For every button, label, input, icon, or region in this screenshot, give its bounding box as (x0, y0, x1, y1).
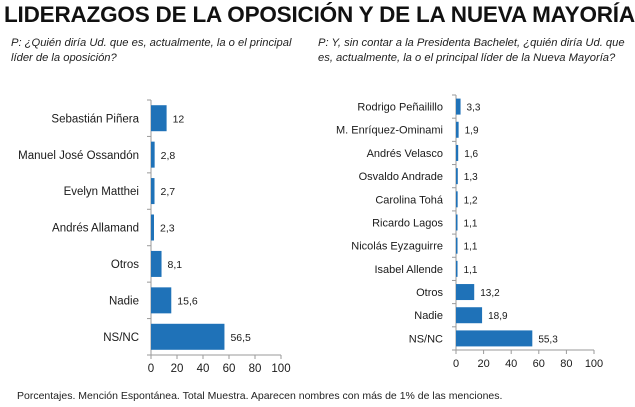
right-chart-question: P: Y, sin contar a la Presidenta Bachele… (318, 37, 625, 64)
left-category-label: Sebastián Piñera (51, 113, 139, 125)
right-category-label: Ricardo Lagos (372, 217, 443, 229)
left-value-label: 56,5 (230, 332, 251, 344)
right-bar-otros (456, 284, 475, 301)
right-category-label: Carolina Tohá (375, 194, 444, 206)
left-x-tick-label: 80 (249, 363, 262, 375)
right-x-tick-label: 100 (585, 358, 603, 370)
right-category-label: NS/NC (409, 333, 443, 345)
right-category-label: Rodrigo Peñailillo (357, 102, 443, 114)
left-value-label: 15,6 (177, 295, 198, 307)
right-value-label: 3,3 (467, 103, 481, 114)
right-value-label: 18,9 (488, 311, 508, 322)
right-category-label: Nicolás Eyzaguirre (351, 241, 443, 253)
right-category-label: Andrés Velasco (367, 148, 443, 160)
right-category-label: Otros (416, 287, 443, 299)
page-title: LIDERAZGOS DE LA OPOSICIÓN Y DE LA NUEVA… (4, 2, 635, 27)
right-x-tick-label: 40 (505, 358, 517, 370)
right-category-label: Isabel Allende (375, 264, 444, 276)
right-value-label: 55,3 (538, 334, 558, 345)
right-bar-osvaldo-andrade (456, 168, 458, 185)
left-value-label: 12 (173, 113, 185, 125)
right-value-label: 1,9 (465, 126, 479, 137)
right-bar-isabel-allende (456, 260, 458, 277)
right-x-tick-label: 60 (533, 358, 545, 370)
right-value-label: 13,2 (480, 288, 500, 299)
left-x-tick-label: 60 (223, 363, 236, 375)
left-category-label: Andrés Allamand (52, 223, 139, 235)
right-bar-nadie (456, 307, 483, 324)
right-bar-rodrigo-penailillo (456, 98, 461, 115)
left-chart-question: P: ¿Quién diría Ud. que es, actualmente,… (11, 37, 292, 64)
right-value-label: 1,6 (464, 149, 478, 160)
right-value-label: 1,2 (464, 195, 478, 206)
left-value-label: 2,7 (161, 186, 176, 198)
left-category-label: Evelyn Matthei (64, 186, 139, 198)
left-category-label: NS/NC (103, 332, 139, 344)
left-value-label: 2,8 (161, 150, 176, 162)
right-bar-ricardo-lagos (456, 214, 458, 231)
right-bar-carolina-toha (456, 191, 458, 208)
right-bar-ns-nc (456, 330, 533, 347)
right-x-tick-label: 20 (477, 358, 489, 370)
right-category-label: Osvaldo Andrade (359, 171, 443, 183)
footnote: Porcentajes. Mención Espontánea. Total M… (17, 390, 503, 402)
left-x-tick-label: 0 (148, 363, 154, 375)
right-value-label: 1,1 (464, 218, 478, 229)
right-value-label: 1,1 (464, 242, 478, 253)
right-x-tick-label: 80 (560, 358, 572, 370)
left-x-tick-label: 40 (197, 363, 210, 375)
left-bar-sebastian-pinera (151, 105, 167, 132)
right-value-label: 1,3 (464, 172, 478, 183)
left-x-tick-label: 20 (171, 363, 184, 375)
left-category-label: Manuel José Ossandón (18, 150, 139, 162)
left-value-label: 2,3 (160, 223, 175, 235)
right-value-label: 1,1 (464, 265, 478, 276)
left-category-label: Nadie (109, 295, 139, 307)
left-bar-nadie (151, 287, 172, 314)
right-bar-andres-velasco (456, 144, 459, 161)
left-value-label: 8,1 (168, 259, 183, 271)
right-category-label: M. Enríquez-Ominami (336, 125, 443, 137)
left-bar-andres-allamand (151, 214, 154, 241)
left-category-label: Otros (111, 259, 139, 271)
left-bar-manuel-jose-ossandon (151, 141, 155, 168)
right-bar-m-enriquez-ominami (456, 121, 459, 138)
right-x-tick-label: 0 (453, 358, 459, 370)
right-bar-nicolas-eyzaguirre (456, 237, 458, 254)
left-bar-otros (151, 250, 162, 277)
left-x-tick-label: 100 (271, 363, 290, 375)
left-bar-evelyn-matthei (151, 178, 155, 205)
right-category-label: Nadie (414, 310, 443, 322)
left-bar-ns-nc (151, 323, 225, 350)
